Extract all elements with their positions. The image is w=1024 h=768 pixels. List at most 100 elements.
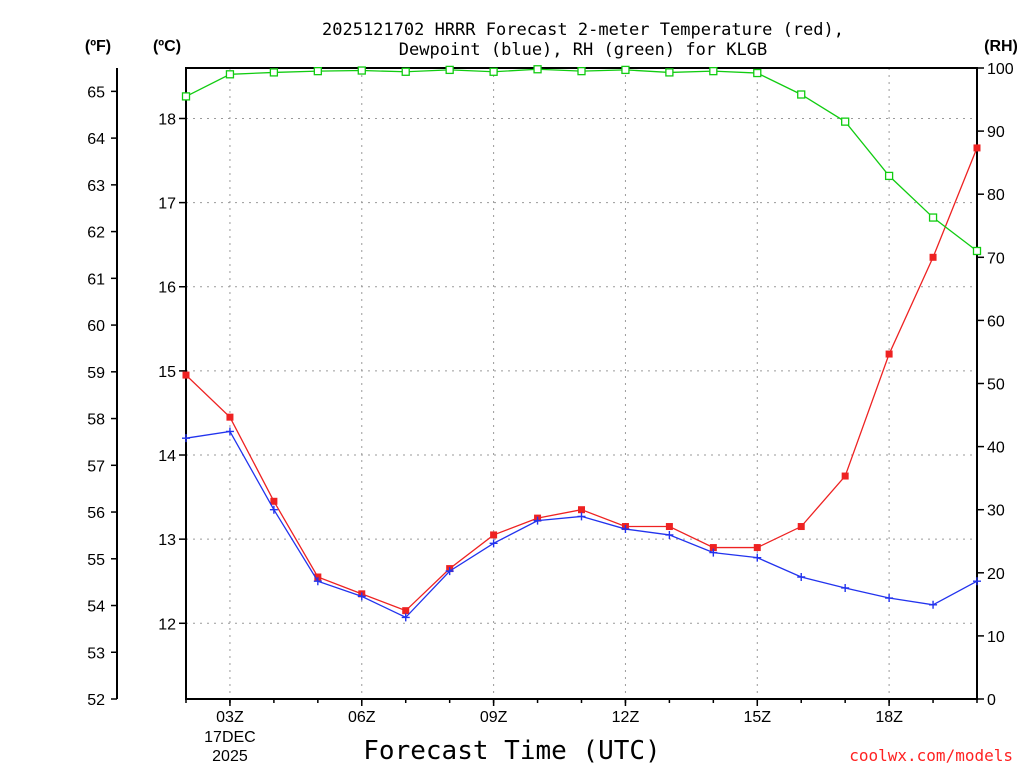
relative-humidity-point (577, 67, 586, 76)
temperature-point (797, 523, 805, 531)
celsius-tick-label: 13 (158, 532, 176, 549)
rh-tick-label: 0 (987, 692, 996, 709)
temperature-point (841, 472, 849, 480)
x-tick-label: 06Z (348, 709, 376, 726)
dewpoint-point (665, 530, 674, 539)
rh-tick-label: 20 (987, 566, 1005, 583)
dewpoint-point (533, 516, 542, 525)
grid-lines (186, 68, 977, 699)
fahrenheit-tick-label: 56 (87, 505, 105, 522)
dewpoint-point (225, 427, 234, 436)
dewpoint-point (973, 577, 981, 586)
relative-humidity-point (533, 65, 542, 74)
temperature-point (709, 544, 717, 552)
celsius-tick-label: 16 (158, 280, 176, 297)
dewpoint-point (577, 512, 586, 521)
dewpoint-point (269, 505, 278, 514)
rh-tick-label: 100 (987, 61, 1014, 78)
relative-humidity-point (357, 66, 366, 75)
temperature-point (226, 413, 234, 421)
temperature-point (402, 607, 410, 615)
dewpoint-series-line (185, 430, 978, 619)
fahrenheit-tick-label: 53 (87, 645, 105, 662)
celsius-tick-label: 18 (158, 111, 176, 128)
relative-humidity-point (665, 68, 674, 77)
relative-humidity-point (313, 67, 322, 76)
celsius-tick-label: 14 (158, 448, 176, 465)
dewpoint-point (445, 567, 454, 576)
fahrenheit-tick-label: 55 (87, 552, 105, 569)
x-tick-label: 03Z (216, 709, 244, 726)
x-axis-title: Forecast Time (UTC) (363, 736, 660, 766)
temperature-point (973, 144, 981, 152)
fahrenheit-tick-label: 57 (87, 458, 105, 475)
temperature-point (929, 253, 937, 261)
dewpoint-point (841, 583, 850, 592)
relative-humidity-point (225, 70, 235, 79)
relative-humidity-point (621, 65, 630, 75)
dewpoint-point (709, 548, 718, 557)
x-tick-label: 15Z (743, 709, 771, 726)
dewpoint-point (182, 434, 190, 443)
data-series (181, 65, 982, 622)
dewpoint-point (489, 539, 498, 548)
relative-humidity-point (709, 67, 718, 76)
temperature-point (270, 497, 278, 505)
x-tick-label: 09Z (480, 709, 508, 726)
dewpoint-point (797, 573, 806, 582)
dewpoint-point (401, 613, 410, 622)
temperature-point (314, 573, 322, 581)
temperature-point (182, 371, 190, 379)
dewpoint-point (929, 600, 938, 609)
rh-tick-label: 40 (987, 440, 1005, 457)
relative-humidity-point (972, 246, 982, 256)
temperature-point (753, 544, 761, 552)
credit-link[interactable]: coolwx.com/models (849, 746, 1013, 765)
fahrenheit-tick-label: 61 (87, 271, 105, 288)
x-tick-date-label: 17DEC (204, 729, 256, 746)
fahrenheit-tick-label: 64 (87, 131, 105, 148)
celsius-tick-label: 17 (158, 196, 176, 213)
temperature-point (578, 506, 585, 514)
celsius-tick-label: 15 (158, 364, 176, 381)
x-tick-date-label: 2025 (212, 748, 248, 765)
x-tick-label: 18Z (875, 709, 903, 726)
fahrenheit-tick-label: 54 (87, 599, 105, 616)
axis-ticks: 03Z 17DEC 2025 06Z 09Z 12Z 15Z 18Z 12 13 14 15 16 17 1… (87, 61, 1014, 765)
celsius-tick-label: 12 (158, 616, 176, 633)
relative-humidity-point (181, 92, 191, 101)
dewpoint-point (313, 577, 322, 586)
relative-humidity-point (489, 67, 498, 76)
relative-humidity-point (269, 68, 279, 77)
rh-tick-label: 60 (987, 313, 1005, 330)
fahrenheit-tick-label: 62 (87, 225, 105, 242)
relative-humidity-point (841, 117, 850, 126)
relative-humidity-series-line (185, 68, 978, 252)
fahrenheit-tick-label: 65 (87, 84, 105, 101)
chart-title-line-2: Dewpoint (blue), RH (green) for KLGB (399, 40, 767, 60)
relative-humidity-point (401, 67, 410, 76)
fahrenheit-tick-label: 63 (87, 178, 105, 195)
rh-tick-label: 10 (987, 629, 1005, 646)
rh-unit-label: (RH) (984, 38, 1018, 55)
dewpoint-point (753, 553, 762, 562)
rh-tick-label: 80 (987, 187, 1005, 204)
temperature-series-line (185, 147, 978, 612)
rh-tick-label: 30 (987, 503, 1005, 520)
dewpoint-point (357, 592, 366, 601)
chart-title-line-1: 2025121702 HRRR Forecast 2-meter Tempera… (322, 20, 844, 40)
relative-humidity-point (884, 171, 894, 181)
temperature-point (885, 350, 893, 358)
axes (116, 67, 978, 700)
relative-humidity-point (928, 213, 938, 222)
rh-tick-label: 70 (987, 250, 1005, 267)
dewpoint-point (621, 525, 630, 534)
relative-humidity-point (753, 68, 762, 78)
relative-humidity-point (797, 90, 806, 99)
fahrenheit-unit-label: (ºF) (85, 38, 111, 55)
fahrenheit-tick-label: 60 (87, 318, 105, 335)
x-tick-label: 12Z (612, 709, 640, 726)
celsius-unit-label: (ºC) (153, 38, 181, 55)
dewpoint-point (885, 594, 894, 603)
